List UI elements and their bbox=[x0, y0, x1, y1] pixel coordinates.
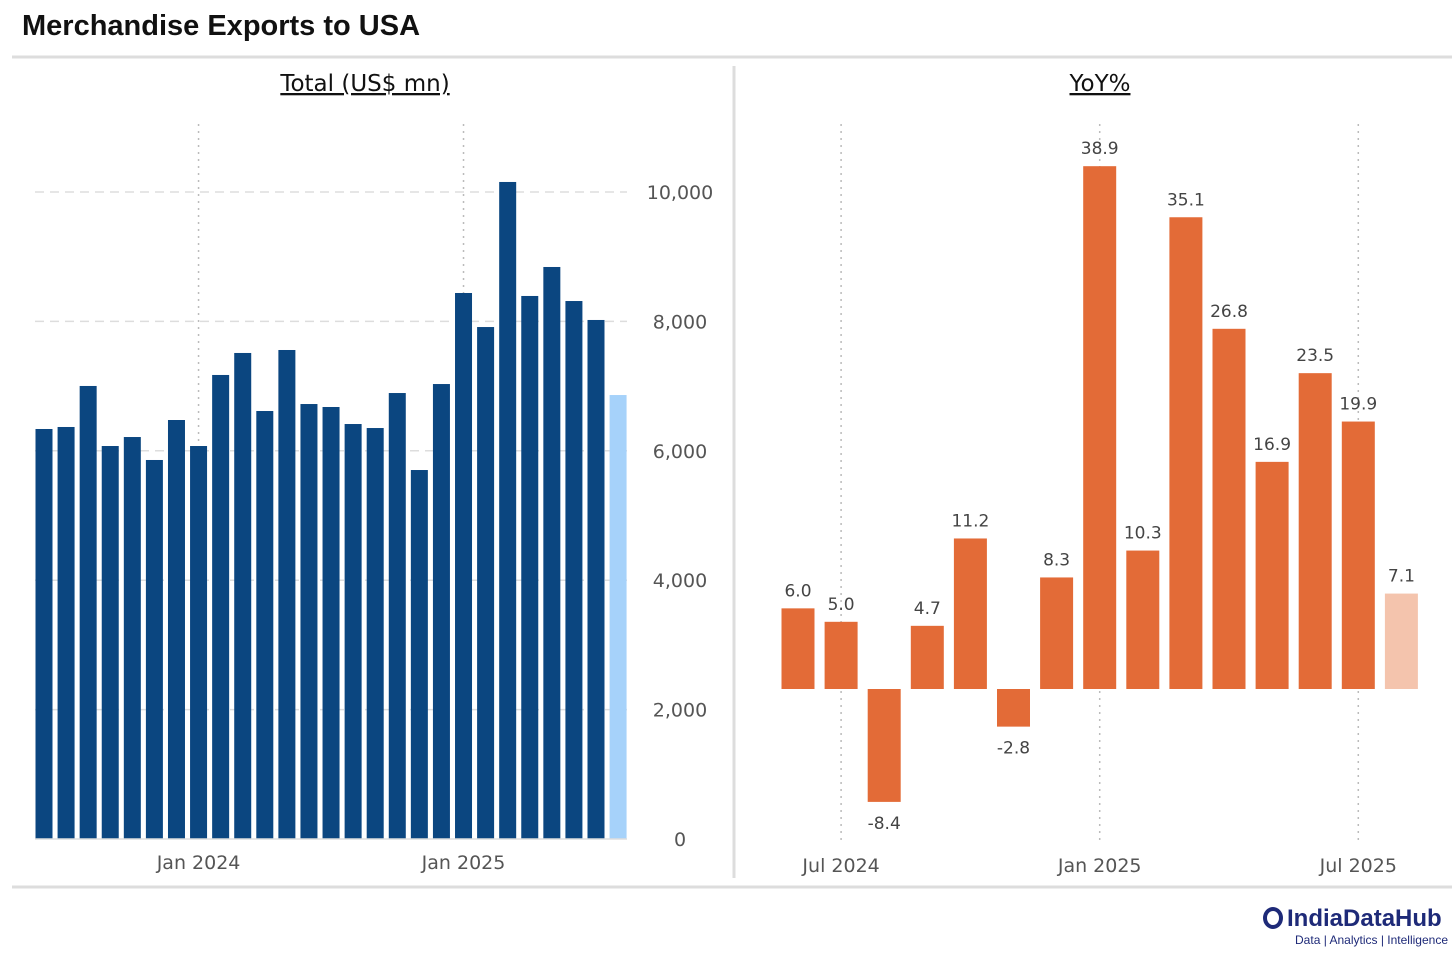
data-label: -8.4 bbox=[868, 814, 901, 834]
bar-may-2025 bbox=[1255, 461, 1289, 689]
y-tick-label: 8,000 bbox=[653, 311, 707, 333]
bar-may-2024 bbox=[278, 349, 296, 839]
bar-jan-2024 bbox=[190, 446, 208, 839]
bar-dec-2023 bbox=[167, 420, 185, 839]
brand-logo: IndiaDataHub Data | Analytics | Intellig… bbox=[1263, 905, 1448, 947]
bar-dec-2024 bbox=[1040, 577, 1074, 689]
bar-jun-2024 bbox=[781, 608, 815, 689]
brand-name: IndiaDataHub bbox=[1287, 905, 1442, 932]
bar-jun-2025 bbox=[565, 301, 583, 839]
x-tick-label: Jul 2025 bbox=[1319, 855, 1397, 877]
x-tick-label: Jan 2025 bbox=[421, 852, 506, 874]
bar-dec-2024 bbox=[432, 384, 450, 839]
bar-apr-2024 bbox=[256, 411, 274, 839]
data-label: 8.3 bbox=[1043, 550, 1070, 570]
data-label: 6.0 bbox=[784, 581, 811, 601]
bar-aug-2024 bbox=[867, 689, 901, 802]
bar-jul-2025 bbox=[1341, 421, 1375, 689]
bar-jan-2025 bbox=[1083, 166, 1117, 689]
bar-feb-2025 bbox=[477, 327, 495, 839]
data-label: 19.9 bbox=[1339, 395, 1377, 415]
y-tick-label: 0 bbox=[674, 829, 686, 851]
bar-mar-2025 bbox=[499, 181, 517, 839]
x-tick-label: Jan 2025 bbox=[1057, 855, 1142, 877]
bar-aug-2023 bbox=[79, 385, 97, 839]
x-tick-label: Jul 2024 bbox=[801, 855, 879, 877]
x-tick-label: Jan 2024 bbox=[156, 852, 241, 874]
bar-aug-2025 bbox=[609, 395, 627, 839]
bar-feb-2025 bbox=[1126, 550, 1160, 689]
right-chart-title: YoY% bbox=[1069, 71, 1131, 97]
bar-oct-2024 bbox=[953, 538, 987, 689]
yoy-chart: Jul 2024 Jan 2025 Jul 2025 6.0 5.0 -8.4 4.7 11.… bbox=[781, 124, 1418, 877]
data-label: 11.2 bbox=[951, 511, 989, 531]
bar-sep-2024 bbox=[366, 428, 384, 839]
total-chart: 0 2,000 4,000 6,000 8,000 10,000 Jan 2024 Jan 2… bbox=[35, 124, 713, 874]
bar-mar-2025 bbox=[1169, 217, 1203, 690]
bar-oct-2024 bbox=[388, 393, 406, 839]
bar-nov-2024 bbox=[997, 689, 1030, 727]
data-label: 35.1 bbox=[1167, 190, 1205, 210]
bar-jul-2024 bbox=[322, 406, 340, 839]
data-label: 16.9 bbox=[1253, 435, 1291, 455]
bar-jul-2023 bbox=[57, 426, 75, 839]
bar-oct-2023 bbox=[123, 437, 141, 839]
y-tick-label: 6,000 bbox=[653, 441, 707, 463]
data-label: 38.9 bbox=[1081, 139, 1119, 159]
bar-sep-2024 bbox=[910, 625, 944, 689]
left-chart-title: Total (US$ mn) bbox=[279, 71, 449, 97]
bar-aug-2024 bbox=[344, 424, 362, 839]
y-tick-label: 2,000 bbox=[653, 700, 707, 722]
data-label: 23.5 bbox=[1296, 346, 1334, 366]
bar-jul-2025 bbox=[587, 319, 605, 840]
data-label: 7.1 bbox=[1388, 567, 1415, 587]
data-label: 26.8 bbox=[1210, 302, 1248, 322]
bar-apr-2025 bbox=[521, 295, 539, 839]
bar-jun-2025 bbox=[1298, 373, 1332, 689]
bar-nov-2024 bbox=[410, 470, 428, 839]
bar-apr-2025 bbox=[1212, 328, 1246, 689]
data-label: -2.8 bbox=[997, 739, 1030, 759]
bar-jan-2025 bbox=[455, 292, 473, 839]
y-tick-label: 10,000 bbox=[647, 182, 713, 204]
data-label: 10.3 bbox=[1124, 524, 1162, 544]
bar-aug-2025 bbox=[1384, 593, 1418, 689]
bar-jun-2024 bbox=[300, 404, 318, 839]
logo-icon bbox=[1263, 907, 1284, 929]
y-tick-label: 4,000 bbox=[653, 570, 707, 592]
bar-jul-2024 bbox=[824, 621, 858, 689]
bar-sep-2023 bbox=[101, 446, 119, 839]
bar-feb-2024 bbox=[212, 374, 230, 839]
data-label: 5.0 bbox=[828, 595, 855, 615]
bar-may-2025 bbox=[543, 266, 561, 839]
brand-tagline: Data | Analytics | Intelligence bbox=[1295, 933, 1448, 947]
bar-nov-2023 bbox=[145, 459, 163, 839]
bar-mar-2024 bbox=[234, 352, 252, 839]
data-label: 4.7 bbox=[914, 599, 941, 619]
bar-jun-2023 bbox=[35, 428, 53, 839]
page-title: Merchandise Exports to USA bbox=[22, 10, 421, 42]
